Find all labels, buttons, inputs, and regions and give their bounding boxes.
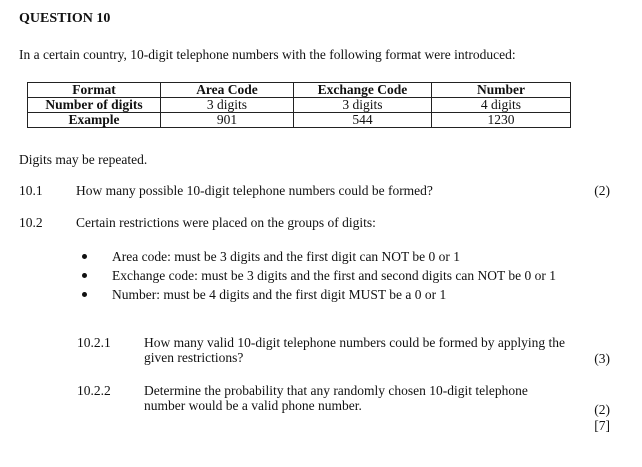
table-cell: 901 bbox=[160, 112, 294, 128]
list-item: Area code: must be 3 digits and the firs… bbox=[76, 249, 571, 264]
bullet-icon bbox=[82, 254, 87, 259]
table-header-row: Format Area Code Exchange Code Number bbox=[27, 82, 571, 98]
table-row-header: Number of digits bbox=[27, 97, 161, 113]
restriction-text: Exchange code: must be 3 digits and the … bbox=[112, 268, 557, 283]
list-item: Exchange code: must be 3 digits and the … bbox=[76, 268, 571, 283]
table-header-cell: Format bbox=[27, 82, 161, 98]
subquestion-number: 10.2.1 bbox=[77, 335, 111, 350]
table-header-cell: Area Code bbox=[160, 82, 294, 98]
format-table: Format Area Code Exchange Code Number Nu… bbox=[27, 82, 571, 128]
table-cell: 544 bbox=[293, 112, 432, 128]
table-row: Example 901 544 1230 bbox=[27, 112, 571, 128]
question-number: 10.2 bbox=[19, 215, 43, 230]
repeat-note: Digits may be repeated. bbox=[19, 152, 148, 167]
table-cell: 1230 bbox=[431, 112, 571, 128]
question-text: Certain restrictions were placed on the … bbox=[76, 215, 376, 230]
marks-label: (3) bbox=[594, 351, 610, 366]
table-cell: 3 digits bbox=[160, 97, 294, 113]
bullet-icon bbox=[82, 273, 87, 278]
question-intro: In a certain country, 10-digit telephone… bbox=[19, 47, 516, 62]
subquestion-text: Determine the probability that any rando… bbox=[144, 383, 528, 413]
marks-label: (2) bbox=[594, 183, 610, 198]
marks-label: (2) bbox=[594, 402, 610, 417]
subquestion-text: How many valid 10-digit telephone number… bbox=[144, 335, 566, 365]
question-text: How many possible 10-digit telephone num… bbox=[76, 183, 433, 198]
restriction-text: Area code: must be 3 digits and the firs… bbox=[112, 249, 461, 264]
table-header-cell: Exchange Code bbox=[293, 82, 432, 98]
restrictions-list: Area code: must be 3 digits and the firs… bbox=[76, 249, 571, 306]
question-number: 10.1 bbox=[19, 183, 43, 198]
total-marks: [7] bbox=[594, 418, 610, 433]
restriction-text: Number: must be 4 digits and the first d… bbox=[112, 287, 447, 302]
bullet-icon bbox=[82, 292, 87, 297]
table-cell: 3 digits bbox=[293, 97, 432, 113]
table-row-header: Example bbox=[27, 112, 161, 128]
question-title: QUESTION 10 bbox=[19, 11, 111, 26]
subquestion-number: 10.2.2 bbox=[77, 383, 111, 398]
table-header-cell: Number bbox=[431, 82, 571, 98]
list-item: Number: must be 4 digits and the first d… bbox=[76, 287, 571, 302]
table-cell: 4 digits bbox=[431, 97, 571, 113]
table-row: Number of digits 3 digits 3 digits 4 dig… bbox=[27, 97, 571, 113]
